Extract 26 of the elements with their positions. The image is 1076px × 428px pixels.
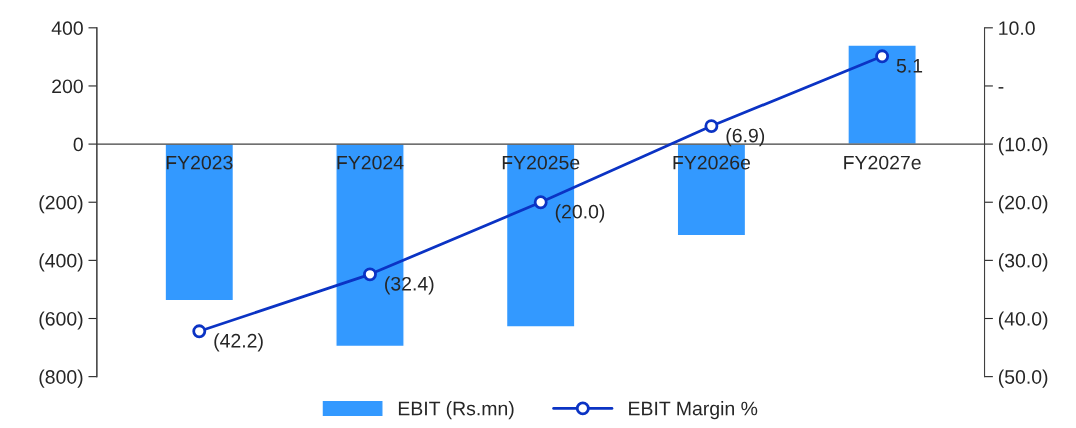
x-tick-label: FY2023 (166, 155, 233, 170)
y2-tick-label: (10.0) (998, 137, 1048, 156)
point (875, 49, 890, 64)
y2-tick-label: (50.0) (998, 369, 1048, 388)
y2-tick-label: 10.0 (999, 21, 1035, 36)
y-tick-label: 0 (73, 137, 83, 152)
y-tick-label: (600) (39, 311, 83, 330)
point (533, 195, 548, 210)
legend-label: EBIT Margin % (629, 401, 758, 420)
y2-tick-label: (30.0) (998, 253, 1048, 272)
data-label: (6.9) (726, 128, 765, 147)
point (363, 267, 377, 282)
x-tick-label: FY2027e (844, 155, 921, 170)
y2-tick-label: (20.0) (998, 195, 1048, 214)
legend-label: EBIT (Rs.mn) (398, 401, 514, 420)
point (192, 324, 207, 339)
y2-tick-label: (40.0) (998, 311, 1048, 330)
point (704, 119, 719, 134)
y-tick-label: (400) (39, 253, 83, 272)
x-tick-label: FY2024 (337, 155, 404, 170)
y-tick-label: (800) (39, 369, 83, 388)
y2-tick-label: - (998, 87, 1004, 89)
y-tick-label: (200) (39, 195, 83, 214)
y-tick-label: 200 (52, 79, 83, 94)
data-label: (42.2) (214, 333, 263, 352)
y-tick-label: 400 (51, 21, 83, 36)
